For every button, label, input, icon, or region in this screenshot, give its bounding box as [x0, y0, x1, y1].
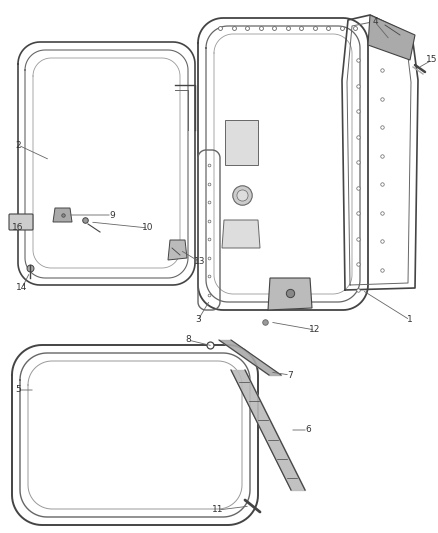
- Text: 15: 15: [426, 55, 438, 64]
- Polygon shape: [53, 208, 72, 222]
- Polygon shape: [268, 278, 312, 310]
- Polygon shape: [168, 240, 187, 260]
- Text: 13: 13: [194, 257, 206, 266]
- Text: 3: 3: [195, 316, 201, 325]
- Text: 5: 5: [15, 385, 21, 394]
- Text: 4: 4: [372, 18, 378, 27]
- Text: 14: 14: [16, 284, 28, 293]
- Text: 6: 6: [305, 425, 311, 434]
- Text: 9: 9: [109, 211, 115, 220]
- FancyBboxPatch shape: [9, 214, 33, 230]
- Text: 1: 1: [407, 316, 413, 325]
- Text: 11: 11: [212, 505, 224, 514]
- Text: 16: 16: [12, 223, 24, 232]
- Text: 10: 10: [142, 223, 154, 232]
- Polygon shape: [222, 220, 260, 248]
- Polygon shape: [368, 15, 415, 60]
- Text: 7: 7: [287, 370, 293, 379]
- Polygon shape: [225, 120, 258, 165]
- Text: 2: 2: [15, 141, 21, 149]
- Text: 12: 12: [309, 326, 321, 335]
- Text: 8: 8: [185, 335, 191, 344]
